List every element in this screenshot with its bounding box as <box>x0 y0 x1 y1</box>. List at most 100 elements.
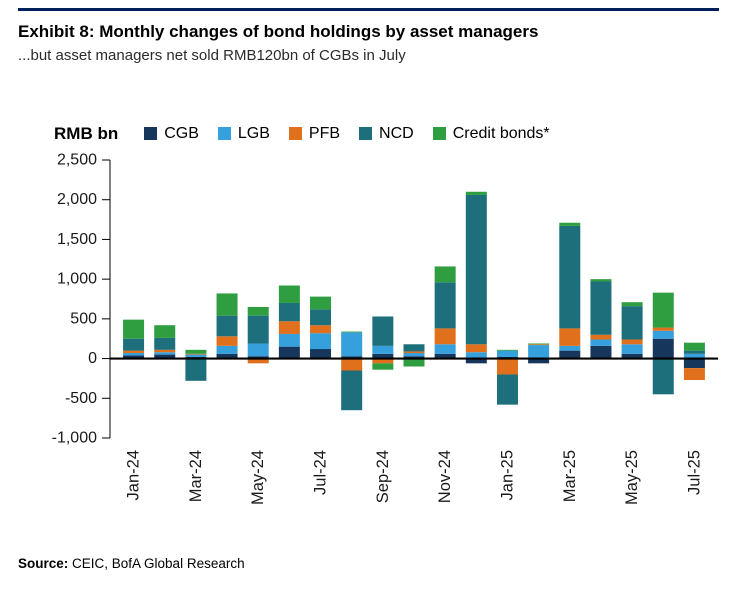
bar-segment-cgb <box>278 346 300 359</box>
y-tick-label: -500 <box>65 389 97 406</box>
bar-segment-cgb <box>123 354 145 359</box>
stacked-bar-chart: 2,500 2,000 1,500 1,000 500 0 -500 -1,000 Jan-24… <box>52 151 718 505</box>
bar-segment-ncd <box>683 350 705 354</box>
bar-segment-ncd <box>621 305 643 340</box>
top-rule <box>18 8 719 11</box>
source-prefix: Source: <box>18 555 69 571</box>
legend-swatch-icon <box>217 127 231 141</box>
bar-segment-lgb <box>341 331 363 356</box>
bar-segment-lgb <box>528 344 550 359</box>
bar-segment-credit-bonds- <box>185 349 207 354</box>
bar-segment-credit-bonds- <box>403 358 425 367</box>
bar-segment-credit-bonds- <box>154 324 176 338</box>
bar-segment-cgb <box>590 345 612 359</box>
bar-segment-pfb <box>123 350 145 353</box>
bar-segment-credit-bonds- <box>341 331 363 332</box>
x-tick-label: May-25 <box>623 450 641 505</box>
bar-segment-lgb <box>185 354 207 357</box>
bar-segment-lgb <box>496 350 518 357</box>
y-tick-label: 2,000 <box>57 191 97 208</box>
bar-segment-pfb <box>465 343 487 352</box>
y-tick-label: 1,500 <box>57 231 97 248</box>
legend-item-4: NCD <box>359 125 414 143</box>
bar-segment-pfb <box>528 343 550 345</box>
legend-swatch-icon <box>432 127 446 141</box>
bar-segment-pfb <box>403 351 425 353</box>
bar-segment-credit-bonds- <box>496 349 518 351</box>
bar-segment-cgb <box>310 348 332 359</box>
bar-segment-ncd <box>434 281 456 328</box>
exhibit-title: Exhibit 8: Monthly changes of bond holdi… <box>18 22 539 41</box>
x-tick-label: Jul-24 <box>312 450 330 495</box>
y-tick-label: 2,500 <box>57 151 97 168</box>
bar-segment-credit-bonds- <box>652 292 674 328</box>
x-tick-label: Jan-25 <box>498 450 516 500</box>
bar-segment-ncd <box>185 358 207 381</box>
bar-segment-ncd <box>465 194 487 344</box>
y-tick-label: 0 <box>88 350 97 367</box>
bar-segment-credit-bonds- <box>123 319 145 339</box>
y-tick-label: -1,000 <box>52 429 97 446</box>
bar-segment-pfb <box>247 358 269 363</box>
legend-swatch-icon <box>288 127 302 141</box>
bar-segment-ncd <box>216 315 238 336</box>
bar-segment-ncd <box>372 316 394 346</box>
bar-segment-lgb <box>621 343 643 354</box>
bar-segment-lgb <box>652 330 674 339</box>
bar-segment-cgb <box>372 353 394 359</box>
bar-segment-lgb <box>310 332 332 349</box>
legend-label: Credit bonds* <box>452 124 550 142</box>
bar-segment-lgb <box>683 353 705 359</box>
bar-segment-pfb <box>559 327 581 346</box>
y-axis-unit-label: RMB bn <box>54 123 119 143</box>
bar-segment-cgb <box>247 355 269 359</box>
bar-segment-pfb <box>434 327 456 344</box>
bar-segment-lgb <box>403 352 425 356</box>
bar-segment-ncd <box>154 337 176 350</box>
bar-segment-pfb <box>154 349 176 352</box>
bar-segment-ncd <box>123 338 145 351</box>
legend-label: PFB <box>308 124 341 142</box>
bar-segment-pfb <box>185 353 207 355</box>
bar-segment-credit-bonds- <box>465 191 487 195</box>
bar-segment-credit-bonds- <box>528 343 550 344</box>
bar-segment-credit-bonds- <box>559 222 581 226</box>
bar-segment-ncd <box>403 343 425 352</box>
legend-swatch-icon <box>144 127 158 141</box>
bar-segment-lgb <box>465 351 487 359</box>
x-tick-label: May-24 <box>249 450 267 505</box>
legend-item-1: CGB <box>144 125 199 143</box>
bar-segment-lgb <box>154 351 176 355</box>
x-tick-label: Sep-24 <box>374 450 392 503</box>
bar-segment-ncd <box>247 315 269 344</box>
bar-segment-lgb <box>278 333 300 347</box>
y-tick-label: 500 <box>70 310 97 327</box>
bar-segment-pfb <box>621 339 643 344</box>
x-tick-label: Jan-24 <box>125 450 143 500</box>
legend-swatch-icon <box>359 127 373 141</box>
bar-segment-ncd <box>310 308 332 325</box>
bar-segment-lgb <box>216 345 238 354</box>
bar-segment-ncd <box>341 370 363 410</box>
bar-segment-lgb <box>590 339 612 346</box>
bar-segment-lgb <box>434 343 456 354</box>
bar-segment-cgb <box>652 338 674 359</box>
bar-segment-credit-bonds- <box>372 362 394 370</box>
x-tick-label: Mar-25 <box>561 450 579 502</box>
bar-segment-lgb <box>123 352 145 355</box>
y-tick-label: 1,000 <box>57 270 97 287</box>
bar-segment-ncd <box>590 281 612 335</box>
x-tick-label: Nov-24 <box>436 450 454 503</box>
bar-segment-pfb <box>590 334 612 340</box>
bar-segment-credit-bonds- <box>434 266 456 282</box>
x-tick-label: Jul-25 <box>685 450 703 495</box>
bar-segment-cgb <box>683 358 705 368</box>
bar-segment-pfb <box>372 358 394 363</box>
bar-segment-ncd <box>496 374 518 405</box>
bar-segment-ncd <box>559 225 581 328</box>
bar-segment-pfb <box>216 335 238 346</box>
bar-segment-pfb <box>278 320 300 334</box>
bar-segment-pfb <box>496 358 518 375</box>
bar-segment-ncd <box>278 302 300 321</box>
bar-segment-credit-bonds- <box>247 306 269 316</box>
